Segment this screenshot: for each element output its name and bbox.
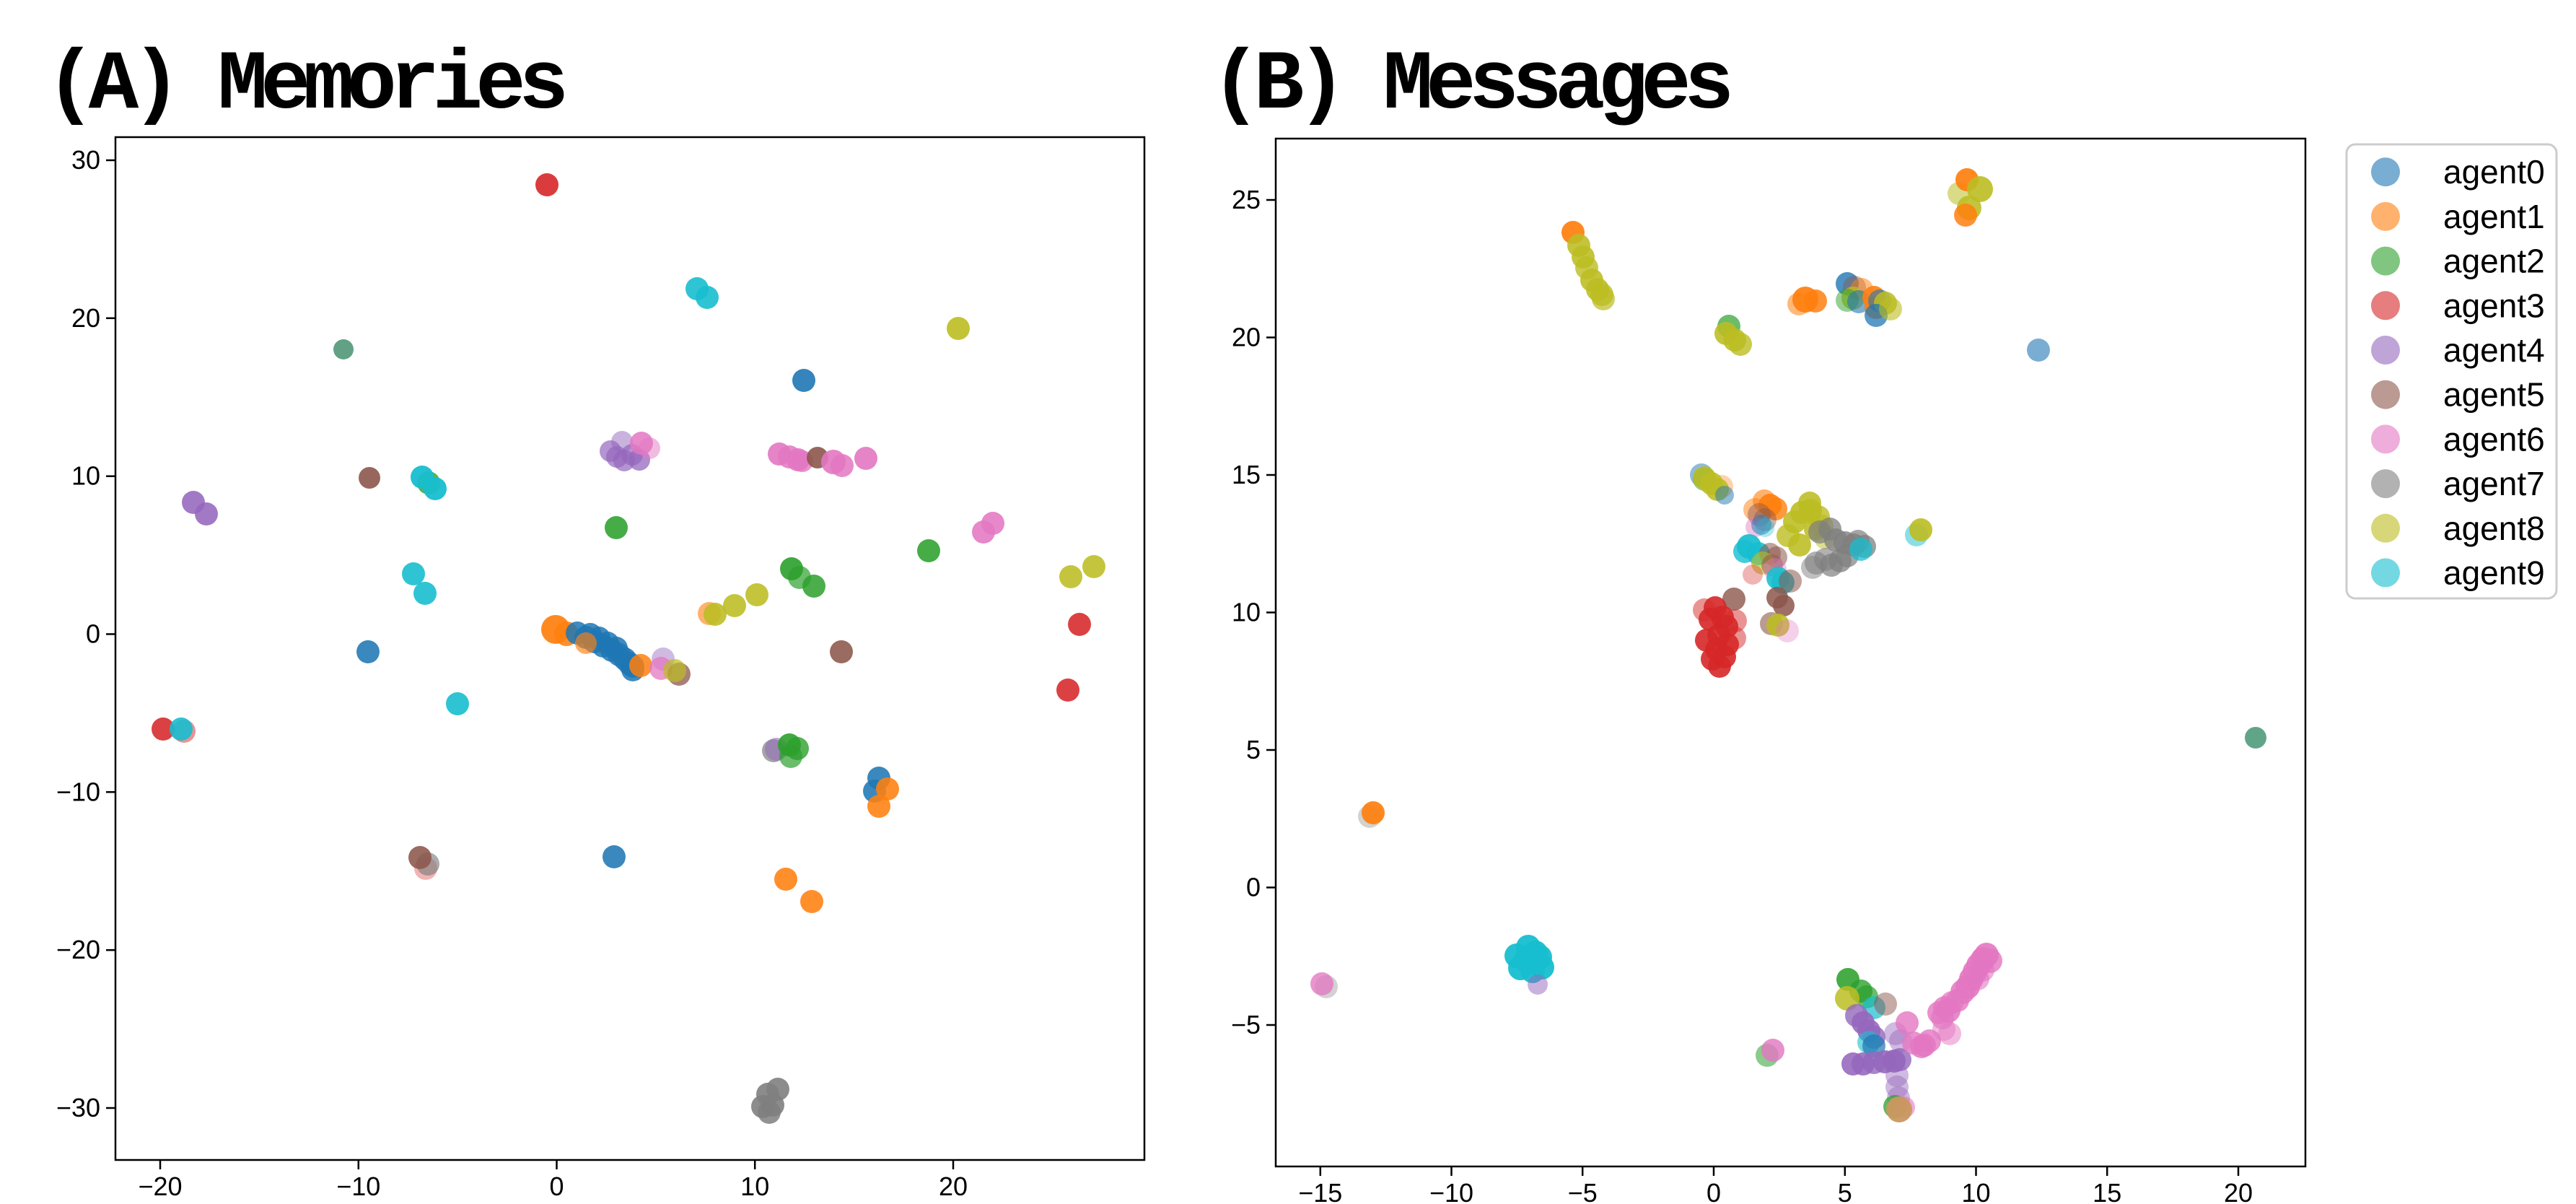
svg-text:0: 0 bbox=[86, 619, 100, 649]
svg-text:−15: −15 bbox=[1298, 1178, 1342, 1204]
svg-text:5: 5 bbox=[1246, 735, 1261, 764]
svg-text:agent1: agent1 bbox=[2443, 198, 2545, 235]
svg-text:10: 10 bbox=[71, 461, 100, 491]
svg-text:agent7: agent7 bbox=[2443, 465, 2545, 502]
svg-text:−10: −10 bbox=[1429, 1178, 1473, 1204]
svg-text:agent2: agent2 bbox=[2443, 243, 2545, 280]
svg-text:20: 20 bbox=[2224, 1178, 2253, 1204]
svg-text:agent4: agent4 bbox=[2443, 331, 2545, 369]
svg-text:agent9: agent9 bbox=[2443, 554, 2545, 592]
svg-text:15: 15 bbox=[2093, 1178, 2121, 1204]
svg-text:agent5: agent5 bbox=[2443, 376, 2545, 414]
svg-text:−30: −30 bbox=[56, 1093, 100, 1122]
svg-text:−10: −10 bbox=[56, 777, 100, 806]
svg-text:10: 10 bbox=[740, 1172, 769, 1201]
svg-text:30: 30 bbox=[71, 145, 100, 175]
svg-text:0: 0 bbox=[1707, 1178, 1721, 1204]
svg-text:agent0: agent0 bbox=[2443, 153, 2545, 191]
svg-text:(A) Memories: (A) Memories bbox=[45, 38, 564, 133]
svg-text:agent6: agent6 bbox=[2443, 420, 2545, 458]
svg-text:20: 20 bbox=[71, 303, 100, 333]
svg-text:25: 25 bbox=[1232, 185, 1261, 214]
svg-text:0: 0 bbox=[549, 1172, 564, 1201]
svg-text:−10: −10 bbox=[336, 1172, 380, 1201]
svg-text:−5: −5 bbox=[1231, 1010, 1261, 1039]
svg-text:−20: −20 bbox=[138, 1172, 182, 1201]
svg-text:−20: −20 bbox=[56, 935, 100, 964]
svg-text:15: 15 bbox=[1232, 460, 1261, 489]
svg-text:−5: −5 bbox=[1568, 1178, 1598, 1204]
svg-text:10: 10 bbox=[1232, 598, 1261, 627]
svg-text:5: 5 bbox=[1838, 1178, 1852, 1204]
svg-text:0: 0 bbox=[1246, 873, 1261, 902]
svg-text:agent3: agent3 bbox=[2443, 287, 2545, 324]
svg-text:10: 10 bbox=[1961, 1178, 1990, 1204]
svg-text:(B) Messages: (B) Messages bbox=[1211, 38, 1730, 133]
svg-text:agent8: agent8 bbox=[2443, 510, 2545, 547]
svg-text:20: 20 bbox=[939, 1172, 968, 1201]
svg-text:20: 20 bbox=[1232, 323, 1261, 352]
